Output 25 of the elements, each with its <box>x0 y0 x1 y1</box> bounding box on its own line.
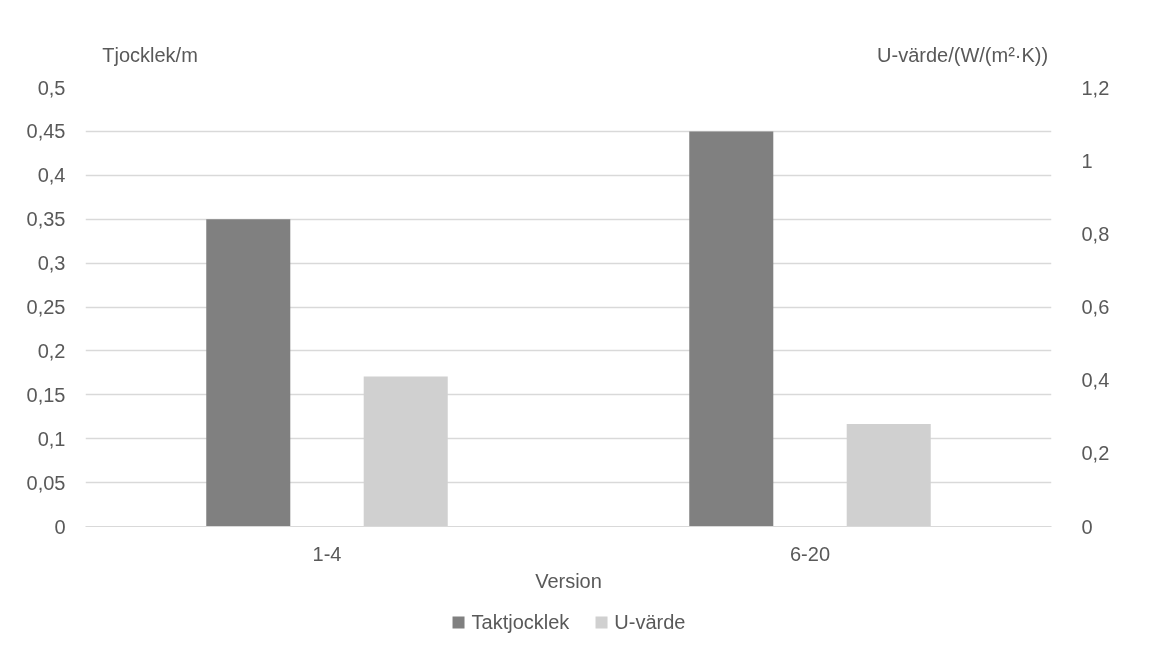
y-tick-label: 0,3 <box>37 252 66 275</box>
y-tick-label: 0,05 <box>26 471 66 494</box>
y2-tick-label: 1 <box>1081 149 1093 172</box>
y-tick-label: 0,35 <box>26 208 66 231</box>
y-tick-label: 0,15 <box>26 383 66 406</box>
y-tick-label: 0 <box>54 515 66 538</box>
y-tick-label: 0,45 <box>26 120 66 143</box>
x-axis-title: Version <box>535 569 602 592</box>
y2-tick-label: 0,4 <box>1081 369 1110 392</box>
y2-tick-label: 1,2 <box>1081 76 1110 99</box>
y-tick-label: 0,2 <box>37 339 66 362</box>
legend-label: U-värde <box>614 610 686 634</box>
y2-axis-title: U-värde/(W/(m²·K)) <box>877 43 1049 66</box>
y2-tick-label: 0,6 <box>1081 296 1110 318</box>
x-tick-label: 6-20 <box>789 542 831 565</box>
y2-tick-label: 0,8 <box>1081 222 1110 245</box>
x-tick-label: 1-4 <box>312 542 342 565</box>
y-tick-label: 0,1 <box>37 427 66 450</box>
legend-label: Taktjocklek <box>471 610 570 634</box>
y-axis-title: Tjocklek/m <box>102 43 198 66</box>
y-tick-label: 0,25 <box>26 296 66 318</box>
y2-tick-label: 0 <box>1081 515 1093 538</box>
y-tick-label: 0,4 <box>37 164 66 187</box>
y2-tick-label: 0,2 <box>1081 442 1110 465</box>
y-tick-label: 0,5 <box>37 76 66 99</box>
